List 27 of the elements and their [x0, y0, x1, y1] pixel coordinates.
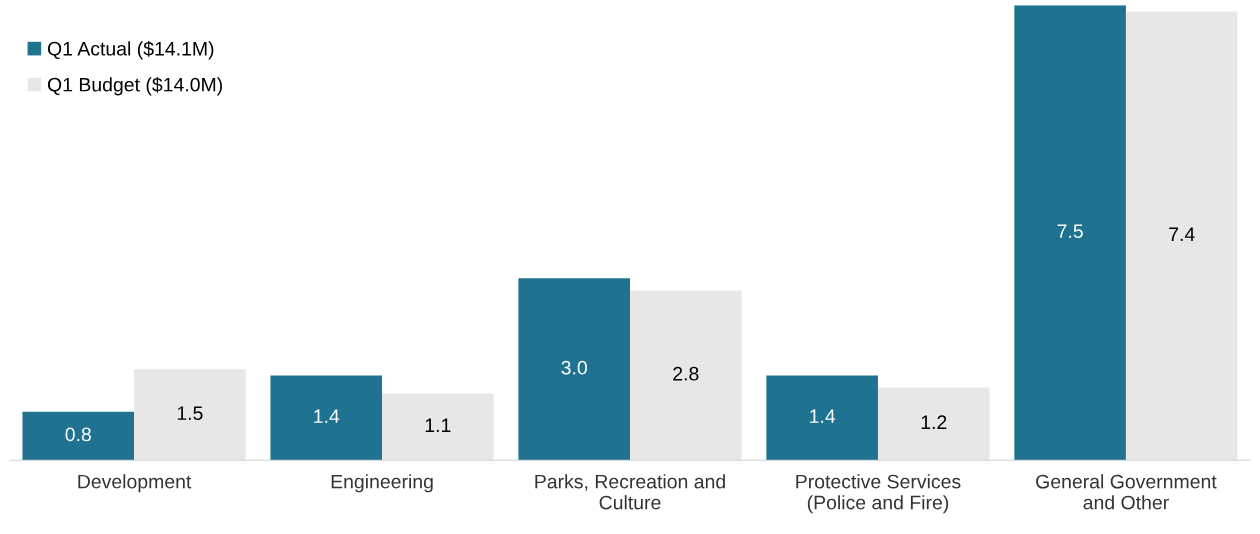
bar [630, 290, 742, 461]
bar [134, 369, 246, 461]
data-label: 7.5 [1057, 224, 1083, 239]
bar [22, 411, 135, 461]
x-tick-label: Engineering [331, 474, 433, 493]
bar [1125, 11, 1238, 461]
x-tick-label: Parks, Recreation and Culture [535, 474, 725, 510]
bar [1014, 5, 1126, 461]
legend-label: Q1 Actual ($14.1M) [47, 41, 214, 60]
bar [877, 387, 990, 461]
legend-label: Q1 Budget ($14.0M) [47, 76, 222, 96]
x-tick-label: Protective Services (Police and Fire) [796, 474, 961, 514]
data-label: 2.8 [673, 366, 699, 381]
data-label: 1.5 [177, 406, 203, 421]
data-label: 0.8 [65, 427, 91, 442]
x-tick-label: Development [78, 474, 192, 493]
bar [766, 375, 878, 461]
data-label: 3.0 [561, 360, 587, 375]
data-label: 1.2 [921, 415, 947, 429]
bar [382, 393, 494, 461]
bar [518, 278, 630, 461]
bar [270, 375, 383, 461]
data-label: 1.1 [425, 418, 451, 432]
data-label: 7.4 [1169, 227, 1195, 241]
x-tick-label: General Government and Other [1036, 474, 1217, 510]
data-label: 1.4 [314, 409, 340, 423]
data-label: 1.4 [810, 409, 836, 423]
